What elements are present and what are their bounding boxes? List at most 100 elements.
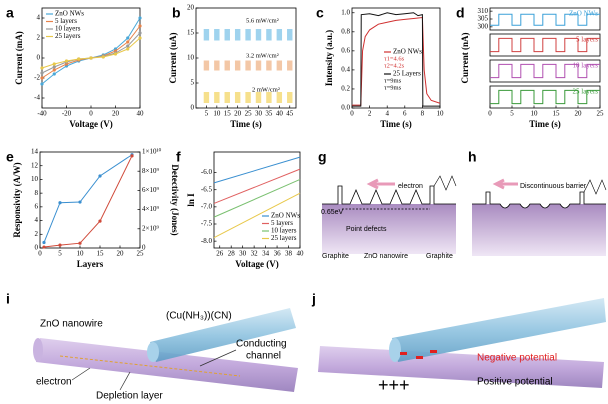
x-tick-label: 20 xyxy=(112,110,120,118)
label: Discontinuous barrier xyxy=(520,183,587,190)
x-tick-label: 5 xyxy=(510,110,514,118)
pulse-bar xyxy=(245,29,251,41)
legend-label: 5 layers xyxy=(576,36,598,44)
molecule-end xyxy=(147,342,159,362)
x-axis-label: Time (s) xyxy=(230,119,262,129)
marker xyxy=(40,66,44,70)
x-tick-label: 25 xyxy=(137,250,145,258)
x-tick-label: 25 xyxy=(245,110,253,118)
x-tick-label: 10 xyxy=(77,250,85,258)
nanowire-end xyxy=(33,338,43,362)
panel-letter: c xyxy=(316,5,324,21)
x-tick-label: 15 xyxy=(97,250,105,258)
pulse-bar xyxy=(234,92,241,103)
y-tick-label: 20 xyxy=(187,4,195,12)
y2-tick-label: 1×10¹⁰ xyxy=(142,148,162,156)
label: 0.65eV xyxy=(321,209,344,216)
nanowire xyxy=(318,346,604,388)
label: ZnO nanowire xyxy=(364,253,408,260)
x-tick-label: 10 xyxy=(531,110,539,118)
marker xyxy=(42,240,46,245)
plot-frame xyxy=(489,33,601,57)
series-line xyxy=(490,63,600,79)
marker xyxy=(138,36,142,40)
panel-letter: j xyxy=(311,291,316,307)
band-profile xyxy=(322,185,456,205)
y-tick-label: 2 xyxy=(35,230,39,238)
diagram-h: Discontinuous barrier xyxy=(472,178,607,256)
substrate xyxy=(322,204,456,254)
legend-label: ZnO NWs xyxy=(569,10,598,18)
y-axis-label: Responsivity (A/W) xyxy=(12,162,22,237)
pulse-bar xyxy=(214,92,220,103)
hatch xyxy=(583,179,607,195)
panel-letter: b xyxy=(172,5,181,21)
legend-label: ZnO NWs xyxy=(55,10,84,18)
annotation: 2 mW/cm² xyxy=(252,86,280,93)
marker xyxy=(42,245,46,249)
marker xyxy=(98,174,102,178)
x-tick-label: 10 xyxy=(437,110,445,118)
x-tick-label: 28 xyxy=(228,250,236,258)
label: +++ xyxy=(378,375,410,395)
series-line xyxy=(213,168,301,204)
annotation: 5.6 mW/cm² xyxy=(246,17,279,24)
pulse-bar xyxy=(266,60,272,71)
series-line xyxy=(43,154,133,243)
arrow xyxy=(492,178,518,190)
y-tick-label: -7.5 xyxy=(201,220,213,228)
series-line xyxy=(352,16,441,106)
y-tick-label: 0 xyxy=(35,244,39,252)
band-profile xyxy=(472,191,606,209)
pulse-bar xyxy=(245,92,251,103)
pointer xyxy=(199,349,237,367)
plot-frame xyxy=(39,151,141,249)
label: Point defects xyxy=(346,226,387,233)
x-tick-label: -40 xyxy=(37,110,47,118)
x-axis-label: Voltage (V) xyxy=(69,119,112,129)
annotation: τ2=4.2s xyxy=(384,62,405,69)
x-tick-label: 30 xyxy=(255,110,263,118)
legend-label: 25 layers xyxy=(55,32,81,40)
panel-letter: f xyxy=(176,149,181,165)
marker xyxy=(40,82,44,86)
legend-label: 5 layers xyxy=(271,219,293,227)
y2-tick-label: 6×10⁹ xyxy=(142,186,159,194)
y-tick-label: -8.0 xyxy=(201,237,213,245)
pulse-bar xyxy=(234,29,241,41)
marker xyxy=(126,47,130,51)
panel-letter: e xyxy=(6,149,14,165)
y-tick-label: 0 xyxy=(191,104,195,112)
pulse-bar xyxy=(224,60,230,71)
y-tick-label: 0.4 xyxy=(341,66,350,74)
y-tick-label: 12 xyxy=(31,161,39,169)
annotation: τ=9ms xyxy=(384,77,402,84)
annotation: 3.2 mW/cm² xyxy=(246,52,279,59)
series-line xyxy=(490,13,600,26)
y-tick-label: 2 xyxy=(37,34,41,42)
x-tick-label: 20 xyxy=(575,110,583,118)
y-tick-label: -4 xyxy=(34,94,40,102)
marker xyxy=(52,65,56,69)
marker xyxy=(98,219,102,223)
charge xyxy=(400,352,407,355)
pulse-bar xyxy=(266,92,272,103)
pulse-bar xyxy=(255,60,262,71)
y-tick-label: 310 xyxy=(478,7,489,15)
y-axis-label: Intensity (a.u.) xyxy=(324,30,334,86)
pointer xyxy=(119,371,131,391)
panel-letter: d xyxy=(456,5,465,21)
legend-label: 25 layers xyxy=(573,88,599,96)
marker xyxy=(77,57,81,61)
x-tick-label: 35 xyxy=(265,110,273,118)
marker xyxy=(40,71,44,75)
y2-tick-label: 0 xyxy=(142,244,146,252)
legend-label: 25 layers xyxy=(271,234,297,242)
y-tick-label: 14 xyxy=(31,148,39,156)
marker xyxy=(58,243,62,247)
marker xyxy=(52,62,56,66)
x-tick-label: 5 xyxy=(205,110,209,118)
marker xyxy=(126,40,130,44)
plot-frame xyxy=(489,59,601,83)
pointer xyxy=(71,367,91,381)
